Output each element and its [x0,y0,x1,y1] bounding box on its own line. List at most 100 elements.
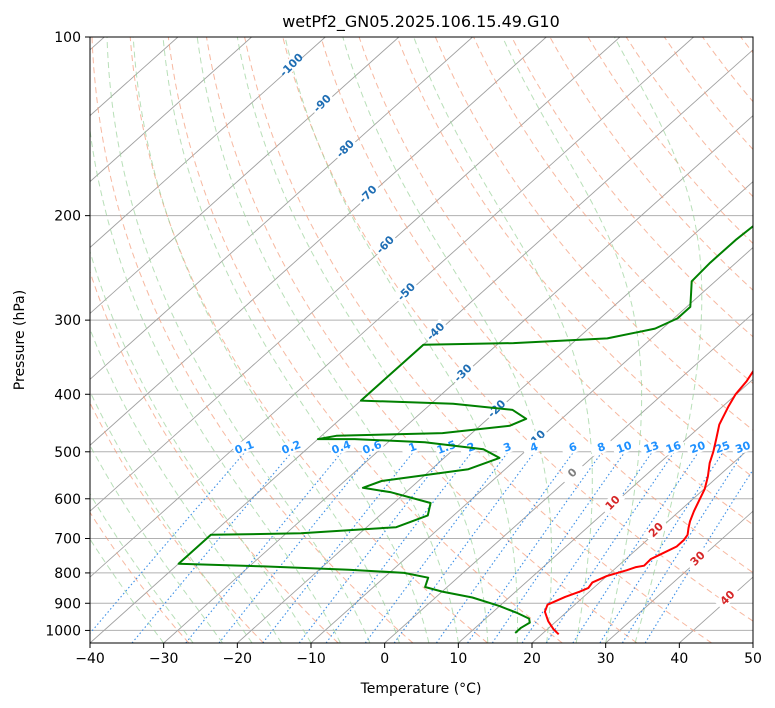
isotherm-label: 40 [714,584,740,611]
mixing-ratio-line [218,451,374,643]
x-axis-label: Temperature (°C) [360,681,482,697]
moist-adiabat-line [90,249,312,643]
moist-adiabat-line [236,37,489,643]
mixing-ratio-label: 10 [611,437,637,457]
svg-text:6: 6 [567,440,579,455]
dry-adiabat-line [244,37,712,643]
mixing-ratio-label: 36 [751,437,773,457]
y-tick-label: 900 [54,596,81,612]
isotherm-label: -60 [372,231,398,258]
moist-adiabat-line [90,327,282,643]
y-axis-label: Pressure (hPa) [12,290,28,390]
mixing-ratio-label: 30 [730,437,753,457]
y-tick-label: 800 [54,566,81,582]
isotherm-line [384,312,753,643]
x-axis: −40 −30 −20 −10 0 10 20 30 40 50 [75,643,762,667]
moist-adiabat-line [413,37,593,643]
svg-text:0.4: 0.4 [330,438,353,457]
svg-text:0.6: 0.6 [361,438,384,457]
dry-adiabat-line [740,37,753,54]
mixing-ratio-label: 25 [709,437,735,457]
svg-text:3: 3 [502,440,514,455]
x-tick-label: 40 [670,651,688,667]
isotherm-label: -90 [309,90,335,116]
y-tick-label: 600 [54,492,81,508]
x-tick-label: 10 [449,651,467,667]
isotherm-label: 0 [559,459,585,486]
isotherm-label: 20 [642,516,669,543]
moist-adiabat-line [613,37,703,643]
mixing-ratio-label: 13 [638,437,664,457]
moist-adiabat-line [90,390,253,643]
svg-text:1: 1 [407,440,419,455]
dry-adiabat-line [91,37,414,643]
dry-adiabat-line [167,37,563,643]
svg-text:-100: -100 [277,51,306,80]
x-tick-label: −40 [75,651,105,667]
moist-adiabat-line [196,37,459,643]
mixing-ratio-line [599,451,724,643]
x-tick-label: 50 [744,651,762,667]
svg-text:16: 16 [664,439,683,457]
line-labels: -100-90-80-70-60-50-40-30-20-10010203040… [231,51,773,611]
moist-adiabat-line [90,492,194,643]
svg-text:0.2: 0.2 [280,438,303,457]
isotherm-label: -70 [354,181,381,207]
mixing-ratio-line [185,451,343,643]
isotherm-line [457,378,753,643]
dry-adiabat-line [90,401,264,643]
x-tick-label: −10 [296,651,326,667]
moist-adiabat-line [106,37,371,643]
temperature-profile-line [543,369,753,636]
mixing-ratio-label: 3 [494,437,520,457]
svg-text:25: 25 [713,439,732,456]
dewpoint-profile-line [177,225,753,634]
mixing-ratio-label: 0.6 [359,437,385,457]
mixing-ratio-label: 6 [560,437,586,457]
mixing-ratio-label: 0.1 [231,437,257,457]
dry-adiabat-line [396,37,753,478]
mixing-ratio-label: 1.5 [433,437,459,457]
moist-adiabat-line [502,37,643,643]
isotherm-line [531,444,753,643]
mixing-ratio-label: 0.4 [328,437,354,457]
isotherm-line [163,115,753,643]
dry-adiabat-line [587,37,753,245]
isotherm-label: 10 [599,489,626,516]
isotherm-line [752,642,753,643]
mixing-ratio-line [644,468,753,643]
mixing-ratio-label: 8 [588,437,614,457]
moist-adiabat-line [132,37,400,643]
isotherm-line [90,37,473,380]
mixing-ratio-label: 4 [521,437,547,457]
dry-adiabat-line [511,37,753,338]
isotherm-line [90,37,547,446]
mixing-ratio-line [491,451,626,643]
mixing-ratio-label: 16 [660,437,686,457]
moist-adiabat-line [342,37,553,643]
y-tick-label: 300 [54,313,81,329]
isotherm-line [90,37,326,249]
svg-text:1.5: 1.5 [435,438,458,457]
mixing-ratio-line [393,451,536,643]
x-tick-label: 20 [523,651,541,667]
chart-title: wetPf2_GN05.2025.106.15.49.G10 [282,12,560,32]
svg-text:4: 4 [528,440,540,455]
dry-adiabat-line [320,37,753,574]
dry-adiabat-line [90,511,190,643]
dry-adiabat-line [663,37,753,151]
dry-adiabat-line [434,37,753,431]
background-lines [90,37,753,643]
mixing-ratio-line [435,451,575,643]
plot-frame [89,36,754,644]
moist-adiabat-line [90,444,223,643]
y-tick-label: 200 [54,209,81,225]
svg-text:36: 36 [754,439,773,457]
isotherm-line [678,576,753,643]
isotherm-line [90,37,694,578]
svg-text:30: 30 [734,439,753,457]
dry-adiabat-line [90,270,339,643]
moist-adiabat-line [90,538,165,643]
y-tick-label: 100 [54,30,81,46]
